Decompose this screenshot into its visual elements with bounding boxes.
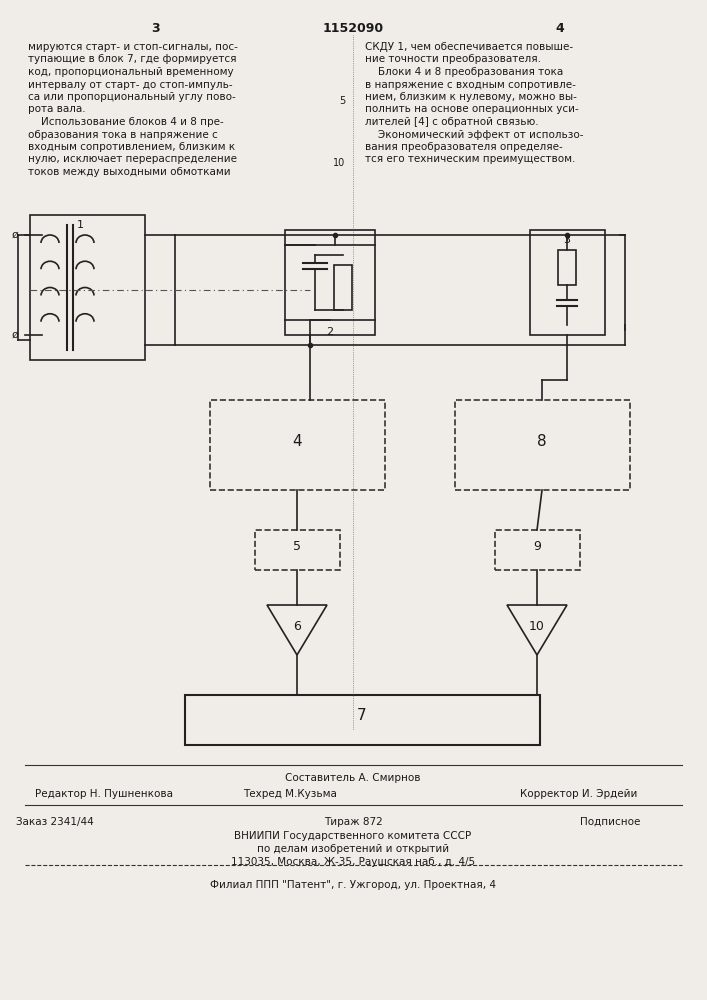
Text: интервалу от старт- до стоп-импуль-: интервалу от старт- до стоп-импуль- [28, 80, 233, 90]
Text: 8: 8 [537, 434, 547, 448]
Text: рота вала.: рота вала. [28, 104, 86, 114]
Text: Тираж 872: Тираж 872 [324, 817, 382, 827]
Text: Заказ 2341/44: Заказ 2341/44 [16, 817, 94, 827]
Text: ВНИИПИ Государственного комитета СССР: ВНИИПИ Государственного комитета СССР [235, 831, 472, 841]
Text: токов между выходными обмотками: токов между выходными обмотками [28, 167, 230, 177]
Text: 5: 5 [339, 96, 345, 106]
Text: по делам изобретений и открытий: по делам изобретений и открытий [257, 844, 449, 854]
Text: Филиал ППП "Патент", г. Ужгород, ул. Проектная, 4: Филиал ППП "Патент", г. Ужгород, ул. Про… [210, 880, 496, 890]
Text: ние точности преобразователя.: ние точности преобразователя. [365, 54, 541, 64]
Text: Составитель А. Смирнов: Составитель А. Смирнов [285, 773, 421, 783]
Text: Техред М.Кузьма: Техред М.Кузьма [243, 789, 337, 799]
Text: Подписное: Подписное [580, 817, 640, 827]
Text: Корректор И. Эрдейи: Корректор И. Эрдейи [520, 789, 638, 799]
Text: са или пропорциональный углу пово-: са или пропорциональный углу пово- [28, 92, 235, 102]
Text: 5: 5 [293, 540, 301, 552]
Text: СКДУ 1, чем обеспечивается повыше-: СКДУ 1, чем обеспечивается повыше- [365, 42, 573, 52]
Text: образования тока в напряжение с: образования тока в напряжение с [28, 129, 218, 139]
Text: 113035, Москва, Ж-35, Раушская наб., д. 4/5: 113035, Москва, Ж-35, Раушская наб., д. … [231, 857, 475, 867]
Text: в напряжение с входным сопротивле-: в напряжение с входным сопротивле- [365, 80, 576, 90]
Bar [334, 265, 352, 310]
Text: 3: 3 [151, 22, 159, 35]
Text: 4: 4 [292, 434, 302, 448]
Text: Использование блоков 4 и 8 пре-: Использование блоков 4 и 8 пре- [28, 117, 223, 127]
Text: 4: 4 [556, 22, 564, 35]
Bar [530, 230, 605, 335]
Text: 7: 7 [357, 708, 367, 724]
Text: 1152090: 1152090 [322, 22, 384, 35]
Text: нулю, исключает перераспределение: нулю, исключает перераспределение [28, 154, 237, 164]
Text: код, пропорциональный временному: код, пропорциональный временному [28, 67, 233, 77]
Text: лителей [4] с обратной связью.: лителей [4] с обратной связью. [365, 117, 539, 127]
Text: ø: ø [12, 230, 19, 240]
Text: Блоки 4 и 8 преобразования тока: Блоки 4 и 8 преобразования тока [365, 67, 563, 77]
Text: вания преобразователя определяе-: вания преобразователя определяе- [365, 142, 563, 152]
Text: Редактор Н. Пушненкова: Редактор Н. Пушненкова [35, 789, 173, 799]
Text: 9: 9 [533, 540, 541, 552]
Text: 3: 3 [563, 235, 571, 245]
Text: 10: 10 [529, 619, 545, 633]
Bar [30, 215, 145, 360]
Text: 10: 10 [333, 158, 345, 168]
Text: 2: 2 [327, 327, 334, 337]
Text: нием, близким к нулевому, можно вы-: нием, близким к нулевому, можно вы- [365, 92, 577, 102]
Text: входным сопротивлением, близким к: входным сопротивлением, близким к [28, 142, 235, 152]
Text: 6: 6 [293, 619, 301, 633]
Text: мируются старт- и стоп-сигналы, пос-: мируются старт- и стоп-сигналы, пос- [28, 42, 238, 52]
Text: Экономический эффект от использо-: Экономический эффект от использо- [365, 129, 583, 139]
Text: тся его техническим преимуществом.: тся его техническим преимуществом. [365, 154, 575, 164]
Bar [558, 250, 576, 285]
Text: 1: 1 [76, 220, 83, 230]
Bar [285, 230, 375, 335]
Text: ø: ø [12, 330, 19, 340]
Bar [185, 695, 540, 745]
Text: полнить на основе операционных уси-: полнить на основе операционных уси- [365, 104, 579, 114]
Text: тупающие в блок 7, где формируется: тупающие в блок 7, где формируется [28, 54, 237, 64]
